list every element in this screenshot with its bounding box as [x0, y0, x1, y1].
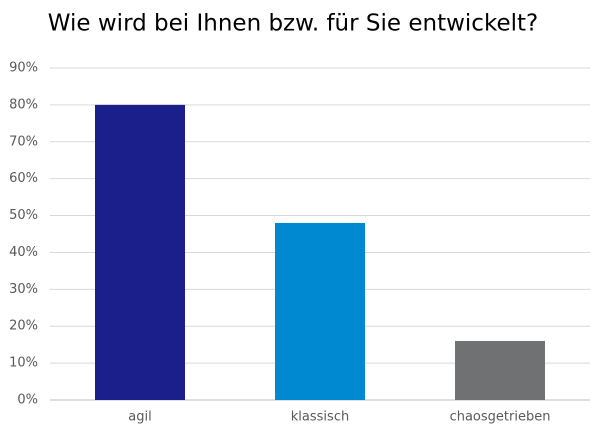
y-tick-label: 80%: [9, 97, 38, 112]
y-tick-label: 0%: [17, 393, 38, 408]
y-tick-label: 70%: [9, 134, 38, 149]
x-tick-label: chaosgetrieben: [450, 410, 551, 425]
bar: [275, 222, 365, 400]
bar: [455, 340, 545, 400]
y-tick-label: 90%: [9, 61, 38, 76]
x-tick-label: agil: [128, 410, 151, 425]
y-tick-label: 30%: [9, 282, 38, 297]
bar: [95, 104, 185, 400]
x-tick-label: klassisch: [291, 410, 349, 425]
y-tick-label: 40%: [9, 245, 38, 260]
y-tick-label: 60%: [9, 171, 38, 186]
y-tick-label: 20%: [9, 319, 38, 334]
y-tick-label: 10%: [9, 356, 38, 371]
y-tick-label: 50%: [9, 208, 38, 223]
chart-title: Wie wird bei Ihnen bzw. für Sie entwicke…: [48, 11, 538, 37]
